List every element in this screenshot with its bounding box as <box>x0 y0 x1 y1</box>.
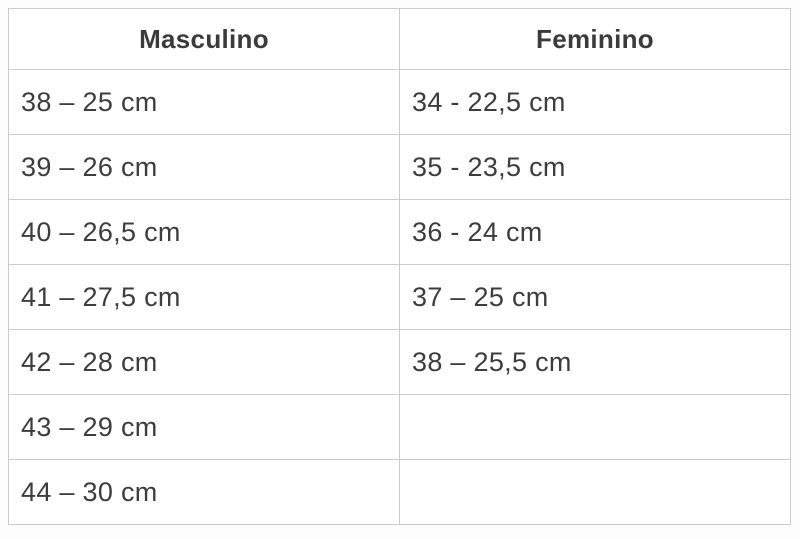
table-row: 42 – 28 cm 38 – 25,5 cm <box>8 329 791 395</box>
column-header-masculino: Masculino <box>8 8 400 70</box>
size-cell-feminino: 35 - 23,5 cm <box>399 134 791 200</box>
table-row: 39 – 26 cm 35 - 23,5 cm <box>8 134 791 200</box>
table-row: 43 – 29 cm <box>8 394 791 460</box>
table-row: 38 – 25 cm 34 - 22,5 cm <box>8 69 791 135</box>
table-row: 44 – 30 cm <box>8 459 791 525</box>
size-cell-masculino: 42 – 28 cm <box>8 329 400 395</box>
column-header-feminino: Feminino <box>399 8 791 70</box>
size-cell-masculino: 41 – 27,5 cm <box>8 264 400 330</box>
size-cell-masculino: 40 – 26,5 cm <box>8 199 400 265</box>
size-table-body: 38 – 25 cm 34 - 22,5 cm 39 – 26 cm 35 - … <box>8 69 791 525</box>
size-cell-masculino: 43 – 29 cm <box>8 394 400 460</box>
size-cell-feminino: 36 - 24 cm <box>399 199 791 265</box>
size-cell-masculino: 44 – 30 cm <box>8 459 400 525</box>
header-row: Masculino Feminino <box>8 8 791 70</box>
size-cell-feminino <box>399 459 791 525</box>
size-table-header: Masculino Feminino <box>8 8 791 70</box>
table-row: 40 – 26,5 cm 36 - 24 cm <box>8 199 791 265</box>
table-row: 41 – 27,5 cm 37 – 25 cm <box>8 264 791 330</box>
size-cell-feminino: 37 – 25 cm <box>399 264 791 330</box>
size-cell-masculino: 38 – 25 cm <box>8 69 400 135</box>
size-cell-feminino: 34 - 22,5 cm <box>399 69 791 135</box>
size-cell-feminino <box>399 394 791 460</box>
size-table: Masculino Feminino 38 – 25 cm 34 - 22,5 … <box>8 8 791 525</box>
size-cell-feminino: 38 – 25,5 cm <box>399 329 791 395</box>
size-cell-masculino: 39 – 26 cm <box>8 134 400 200</box>
